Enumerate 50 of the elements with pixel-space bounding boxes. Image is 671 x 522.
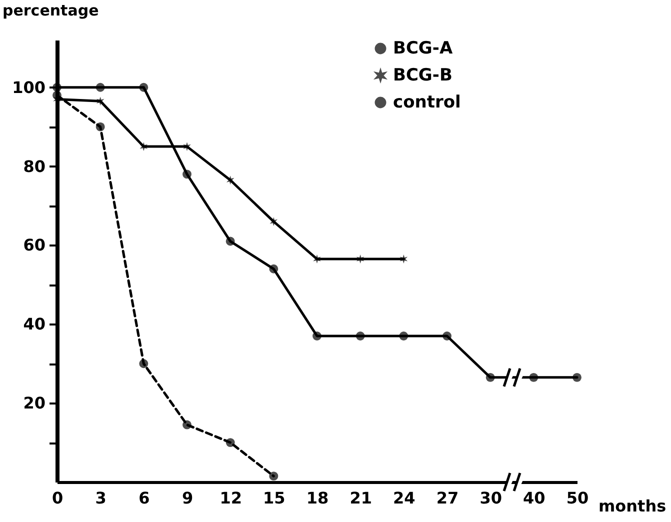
point (52, 82, 62, 92)
point (226, 438, 235, 447)
point (312, 332, 322, 340)
legend-label: BCG-A (393, 38, 454, 58)
point (226, 236, 235, 246)
legend-label: BCG-B (393, 66, 452, 86)
y-tick-label: 40 (23, 314, 46, 334)
point (269, 264, 278, 274)
point (356, 254, 364, 264)
y-tick-label: 20 (23, 394, 46, 413)
y-tick-label: 100 (12, 78, 46, 97)
point (399, 332, 408, 340)
legend-label: control (393, 92, 461, 112)
point (226, 176, 234, 185)
x-tick-label: 6 (138, 488, 150, 508)
point (486, 372, 495, 382)
point (96, 122, 105, 132)
point (139, 82, 148, 92)
point (400, 254, 408, 264)
y-tick-label: 80 (23, 156, 46, 176)
point (442, 332, 452, 340)
x-tick-label: 3 (95, 488, 106, 508)
point (572, 372, 582, 382)
x-tick-label: 9 (182, 488, 194, 508)
x-tick-label: 27 (436, 488, 459, 508)
point (183, 142, 191, 152)
point (356, 332, 365, 340)
point (313, 254, 321, 264)
x-tick-label: 50 (566, 488, 589, 508)
x-tick-label: 0 (52, 488, 64, 508)
y-tick-label: 60 (23, 236, 46, 255)
point (139, 359, 148, 368)
x-tick-label: 18 (306, 488, 329, 508)
point (529, 372, 538, 382)
x-tick-label: 12 (220, 488, 242, 508)
x-tick-label: 40 (523, 488, 546, 508)
point (269, 472, 278, 481)
point (96, 82, 105, 92)
point (182, 170, 192, 179)
point (96, 96, 104, 106)
x-tick-label: 21 (350, 488, 372, 508)
x-tick-label: 30 (480, 488, 502, 508)
point (182, 420, 192, 430)
x-tick-label: 15 (263, 488, 286, 508)
y-axis-title: percentage (2, 2, 99, 20)
point (140, 142, 148, 152)
x-tick-label: 24 (393, 488, 416, 508)
point (270, 217, 278, 226)
point (52, 90, 62, 100)
x-axis-title: months (598, 496, 666, 516)
